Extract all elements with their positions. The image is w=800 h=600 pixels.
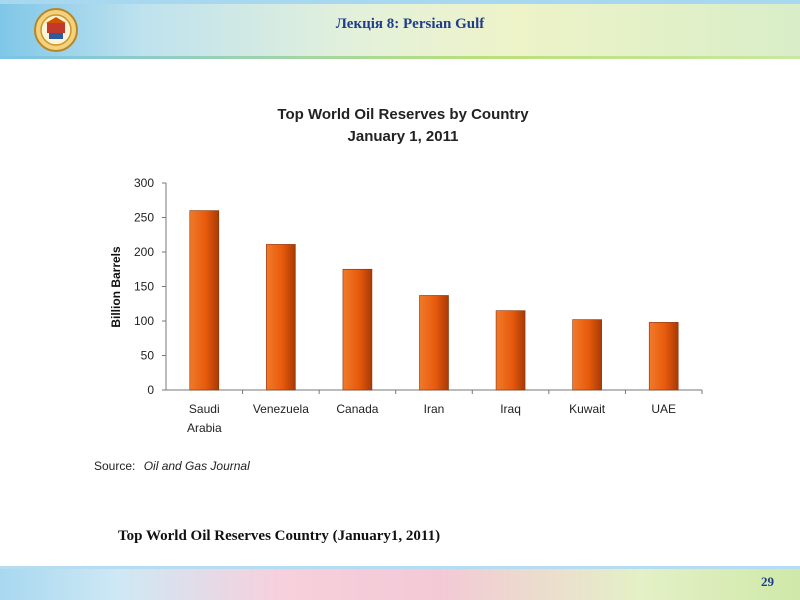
header-top-line: [0, 0, 800, 4]
x-tick-label: Kuwait: [569, 402, 606, 416]
oil-reserves-chart: Top World Oil Reserves by Country Januar…: [94, 106, 703, 473]
bar-canada: [342, 268, 373, 391]
chart-container: Top World Oil Reserves by Country Januar…: [80, 92, 730, 492]
x-tick-label: UAE: [651, 402, 676, 416]
source-label: Source: Oil and Gas Journal: [94, 459, 250, 473]
x-tick-label-line: Kuwait: [569, 402, 606, 416]
x-tick-label: Saudi Arabia: [187, 402, 222, 435]
x-tick-label: Canada: [336, 402, 378, 416]
source-prefix: Source:: [94, 459, 135, 473]
source-name: Oil and Gas Journal: [144, 459, 250, 473]
y-tick-label: 250: [134, 211, 154, 225]
header-band: Лекція 8: Persian Gulf: [0, 0, 800, 59]
bar-iran: [419, 295, 449, 391]
footer-top-line: [0, 566, 800, 569]
y-tick-label: 150: [134, 280, 154, 294]
x-tick-label-line: UAE: [651, 402, 676, 416]
y-tick-label: 300: [134, 176, 154, 190]
y-axis-label: Billion Barrels: [109, 246, 123, 328]
x-tick-label-line: Iraq: [500, 402, 521, 416]
x-tick-label-line: Canada: [336, 402, 378, 416]
bar-iraq: [495, 310, 526, 391]
x-tick-label: Venezuela: [253, 402, 309, 416]
bar-uae: [648, 322, 679, 391]
page-number: 29: [761, 574, 774, 589]
lecture-title: Лекція 8: Persian Gulf: [335, 16, 485, 32]
university-crest-icon: [34, 8, 78, 52]
bar-venezuela: [266, 244, 296, 391]
x-tick-label-line: Iran: [424, 402, 445, 416]
x-tick-label: Iraq: [500, 402, 521, 416]
y-tick-label: 0: [147, 383, 154, 397]
x-tick-label-line: Arabia: [187, 421, 222, 435]
bar-kuwait: [572, 319, 602, 391]
chart-subtitle: January 1, 2011: [348, 128, 459, 145]
bar-saudi-arabia: [189, 210, 220, 391]
header-bottom-line: [0, 56, 800, 59]
slide-caption: Top World Oil Reserves Country (January1…: [118, 528, 441, 544]
y-tick-label: 100: [134, 314, 154, 328]
y-tick-label: 200: [134, 245, 154, 259]
x-tick-label: Iran: [424, 402, 445, 416]
footer-band: 29: [0, 566, 800, 600]
x-tick-label-line: Venezuela: [253, 402, 309, 416]
x-tick-label-line: Saudi: [189, 402, 220, 416]
y-tick-label: 50: [141, 349, 155, 363]
chart-title: Top World Oil Reserves by Country: [277, 106, 529, 123]
